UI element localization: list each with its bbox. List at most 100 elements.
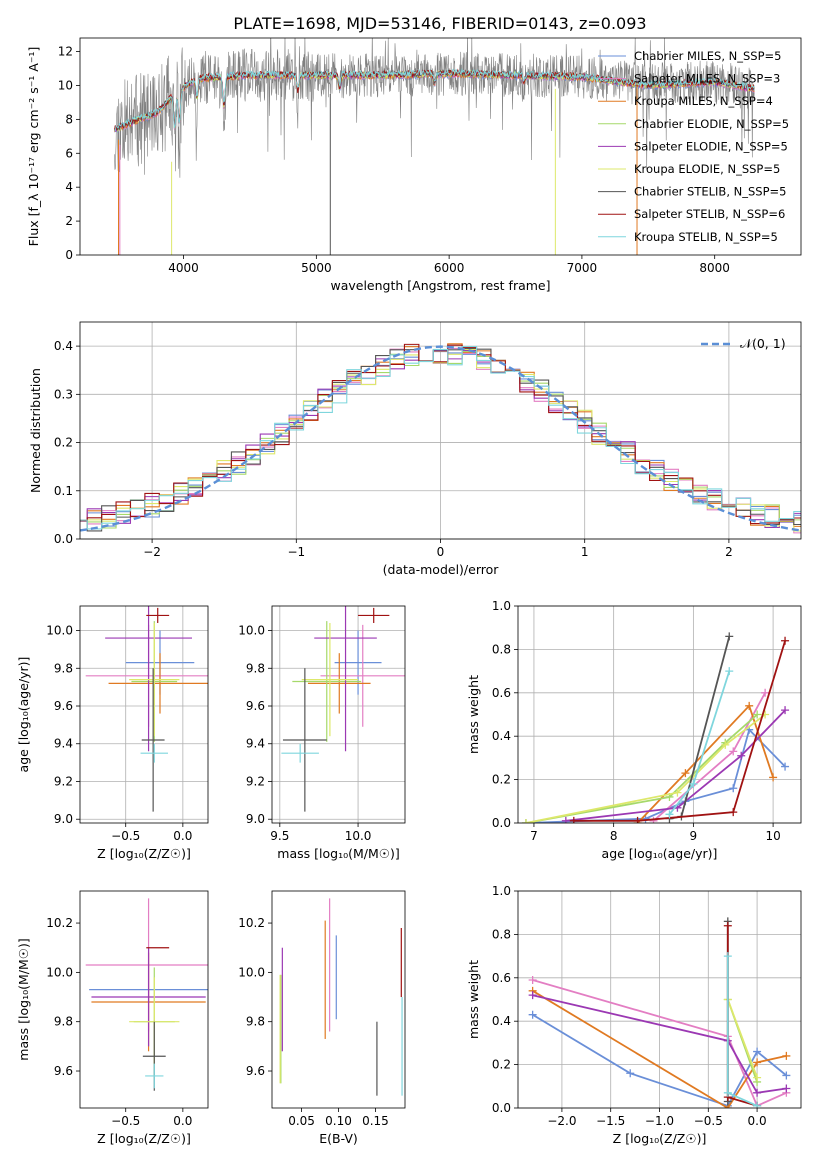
y-tick-label: 6 bbox=[65, 146, 73, 160]
x-tick-label: 7 bbox=[530, 829, 538, 843]
x-axis-label: E(B-V) bbox=[319, 1131, 358, 1146]
weight-point-marker bbox=[626, 1069, 635, 1078]
y-tick-label: 0.1 bbox=[54, 484, 73, 498]
y-tick-label: 1.0 bbox=[492, 599, 511, 613]
y-tick-label: 0.4 bbox=[492, 1014, 511, 1028]
mass-vs-Z-axes: −0.5 0.0 9.6 9.8 10.0 10.2 Z [log₁₀(Z/Z☉)] mass… bbox=[16, 916, 192, 1146]
legend-label: Chabrier STELIB, N_SSP=5 bbox=[634, 185, 786, 199]
weight-series-line bbox=[525, 713, 766, 823]
legend-label: Salpeter STELIB, N_SSP=6 bbox=[634, 207, 785, 221]
y-tick-label: 0.8 bbox=[492, 927, 511, 941]
x-tick-label: 0.10 bbox=[325, 1114, 352, 1128]
weight-point-marker bbox=[753, 710, 762, 719]
y-tick-label: 9.0 bbox=[246, 812, 265, 826]
x-tick-label: 8000 bbox=[699, 261, 730, 275]
y-tick-label: 0.4 bbox=[54, 339, 73, 353]
y-tick-label: 0.0 bbox=[492, 1101, 511, 1115]
y-tick-label: 0.3 bbox=[54, 387, 73, 401]
y-tick-label: 0.6 bbox=[492, 971, 511, 985]
x-tick-label: 0.15 bbox=[362, 1114, 389, 1128]
x-tick-label: −1.5 bbox=[596, 1114, 625, 1128]
weight-point-marker bbox=[753, 1073, 762, 1082]
y-tick-label: 0.0 bbox=[492, 816, 511, 830]
mass-weight-vs-Z-frame bbox=[517, 890, 802, 1109]
legend-label: Kroupa STELIB, N_SSP=5 bbox=[634, 230, 778, 244]
y-tick-label: 8 bbox=[65, 112, 73, 126]
y-tick-label: 10.0 bbox=[238, 624, 265, 638]
histogram-legend: 𝒩(0, 1) bbox=[701, 336, 786, 351]
y-tick-label: 1.0 bbox=[492, 884, 511, 898]
weight-point-marker bbox=[723, 921, 732, 930]
legend-label: 𝒩(0, 1) bbox=[740, 336, 786, 351]
weight-point-marker bbox=[569, 816, 578, 823]
age-vs-Z-plot-area bbox=[85, 606, 208, 812]
spectrum-frame bbox=[79, 37, 802, 256]
x-axis-label: (data-model)/error bbox=[383, 562, 500, 577]
y-tick-label: 9.2 bbox=[54, 774, 73, 788]
y-tick-label: 10.0 bbox=[46, 965, 73, 979]
weight-series-line bbox=[525, 727, 786, 823]
mass-weight-vs-Z-grid bbox=[518, 890, 801, 1109]
age-vs-mass-frame bbox=[271, 605, 406, 824]
weight-point-marker bbox=[781, 636, 790, 645]
x-tick-label: 0.0 bbox=[173, 829, 192, 843]
weight-point-marker bbox=[761, 688, 770, 697]
y-tick-label: 0.2 bbox=[492, 773, 511, 787]
weight-series-line bbox=[573, 640, 786, 822]
y-axis-label: mass weight bbox=[466, 960, 481, 1039]
x-tick-label: −0.5 bbox=[694, 1114, 723, 1128]
y-tick-label: 9.6 bbox=[246, 1064, 265, 1078]
weight-point-marker bbox=[689, 779, 698, 788]
y-axis-label: mass weight bbox=[466, 675, 481, 754]
histogram-series-step bbox=[80, 343, 801, 525]
weight-point-marker bbox=[753, 1058, 762, 1067]
y-tick-label: 0.2 bbox=[54, 436, 73, 450]
mass-vs-Z-plot-area bbox=[85, 898, 208, 1091]
y-tick-label: 10.2 bbox=[46, 916, 73, 930]
x-axis-label: age [log₁₀(age/yr)] bbox=[602, 846, 718, 861]
weight-series-line bbox=[565, 709, 786, 822]
legend-label: Kroupa MILES, N_SSP=4 bbox=[634, 94, 773, 108]
mass-vs-EBV-plot-area bbox=[279, 898, 403, 1096]
age-vs-Z-frame bbox=[79, 605, 209, 824]
weight-point-marker bbox=[528, 1010, 537, 1019]
x-tick-label: 0.0 bbox=[748, 1114, 767, 1128]
mass-vs-EBV-axes: 0.05 0.10 0.15 9.6 9.8 10.0 10.2 E(B-V) bbox=[238, 916, 389, 1146]
weight-series-line bbox=[525, 713, 758, 823]
weight-point-marker bbox=[753, 1047, 762, 1056]
weight-point-marker bbox=[673, 788, 682, 797]
mass-weight-vs-age-plot-area bbox=[521, 632, 790, 823]
x-axis-label: wavelength [Angstrom, rest frame] bbox=[330, 278, 550, 293]
x-tick-label: −0.5 bbox=[111, 829, 140, 843]
legend-label: Kroupa ELODIE, N_SSP=5 bbox=[634, 162, 780, 176]
y-tick-label: 9.6 bbox=[246, 699, 265, 713]
x-tick-label: 8 bbox=[610, 829, 618, 843]
y-tick-label: 10.0 bbox=[46, 624, 73, 638]
x-axis-label: Z [log₁₀(Z/Z☉)] bbox=[97, 1131, 191, 1146]
y-tick-label: 0.4 bbox=[492, 729, 511, 743]
legend-label: Chabrier ELODIE, N_SSP=5 bbox=[634, 117, 789, 131]
x-tick-label: 10 bbox=[765, 829, 780, 843]
weight-point-marker bbox=[729, 808, 738, 817]
age-vs-mass-plot-area bbox=[281, 606, 405, 812]
weight-point-marker bbox=[561, 816, 570, 823]
y-tick-label: 10 bbox=[58, 78, 73, 92]
weight-point-marker bbox=[782, 1071, 791, 1080]
weight-point-marker bbox=[721, 740, 730, 749]
weight-point-marker bbox=[769, 773, 778, 782]
age-vs-mass-grid bbox=[272, 606, 405, 823]
x-tick-label: 4000 bbox=[168, 261, 199, 275]
weight-point-marker bbox=[725, 667, 734, 676]
y-tick-label: 12 bbox=[58, 45, 73, 59]
mass-weight-vs-age-axes: 7 8 9 10 0.0 0.2 0.4 0.6 0.8 1.0 age [log₁₀(age/yr… bbox=[466, 599, 801, 861]
y-tick-label: 9.8 bbox=[54, 661, 73, 675]
weight-point-marker bbox=[745, 701, 754, 710]
y-tick-label: 9.2 bbox=[246, 774, 265, 788]
y-axis-label: mass [log₁₀(M/M☉)] bbox=[16, 938, 31, 1060]
x-axis-label: Z [log₁₀(Z/Z☉)] bbox=[97, 846, 191, 861]
y-axis-label: Flux [f_λ 10⁻¹⁷ erg cm⁻² s⁻¹ A⁻¹] bbox=[26, 47, 41, 247]
data-spectrum-line bbox=[114, 38, 755, 178]
weight-series-line bbox=[532, 990, 787, 1108]
age-vs-Z-grid bbox=[80, 606, 208, 823]
weight-series-line bbox=[532, 979, 787, 1107]
